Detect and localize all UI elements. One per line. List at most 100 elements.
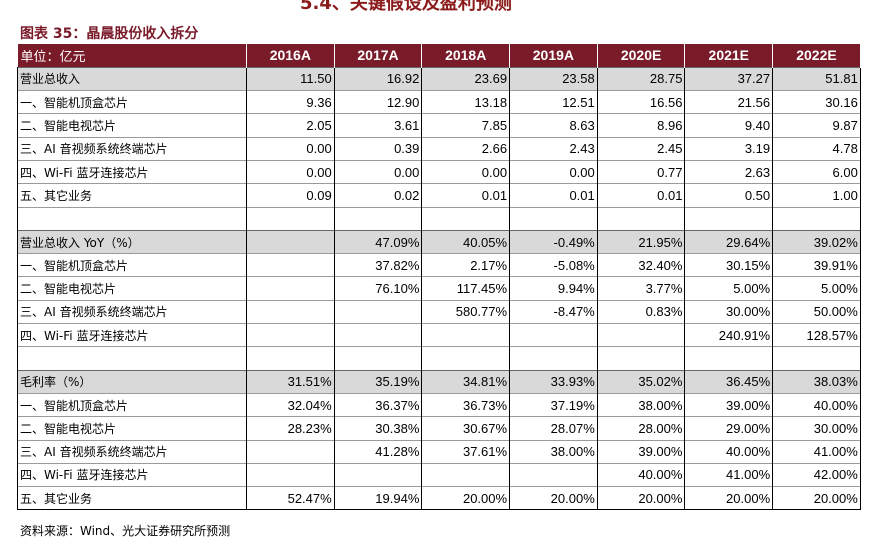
table-cell: 39.00% (684, 392, 773, 417)
table-cell: 41.00% (772, 439, 861, 464)
table-cell: 9.36 (246, 90, 335, 114)
table-cell: 9.40 (684, 113, 773, 138)
row-label: 四、Wi-Fi 蓝牙连接芯片 (17, 159, 247, 184)
table-cell (333, 299, 422, 324)
row-label: 营业总收入 (17, 66, 247, 91)
table-cell: 51.81 (772, 66, 861, 91)
table-cell: 23.69 (421, 66, 510, 91)
row-label: 一、智能机顶盒芯片 (17, 392, 247, 417)
table-cell: 0.01 (421, 183, 510, 208)
table-cell: 40.00% (772, 392, 861, 417)
table-cell: 12.51 (509, 90, 598, 114)
table-cell (246, 229, 335, 254)
table-cell: 40.05% (421, 229, 510, 254)
table-cell: 8.96 (596, 113, 685, 138)
unit-label: 单位：亿元 (17, 44, 247, 68)
table-cell: 0.00 (333, 159, 422, 184)
table-cell: 0.01 (509, 183, 598, 208)
table-cell: 37.61% (421, 439, 510, 464)
table-cell: 2.45 (596, 136, 685, 161)
table-cell: 35.19% (333, 369, 422, 394)
table-row: 四、Wi-Fi 蓝牙连接芯片 240.91% 128.57% (17, 323, 861, 347)
source-note: 资料来源：Wind、光大证券研究所预测 (20, 524, 231, 538)
table-cell: 23.58 (509, 66, 598, 91)
row-label: 一、智能机顶盒芯片 (17, 90, 247, 114)
table-cell: 19.94% (333, 486, 422, 511)
table-cell: 0.83% (596, 299, 685, 324)
table-cell (333, 346, 422, 371)
table-cell: -0.49% (509, 229, 598, 254)
spacer-row (17, 206, 861, 231)
table-cell (421, 206, 510, 231)
year-header: 2018A (421, 44, 511, 68)
section-row: 毛利率（%） 31.51% 35.19% 34.81% 33.93% 35.02% 36.4… (17, 369, 861, 394)
table-cell (509, 323, 598, 347)
table-cell: 38.03% (772, 369, 861, 394)
table-cell: 28.23% (246, 416, 335, 441)
row-label: 二、智能电视芯片 (17, 276, 247, 301)
row-label: 二、智能电视芯片 (17, 416, 247, 441)
table-cell: 8.63 (509, 113, 598, 138)
table-cell (684, 346, 773, 371)
table-cell: 39.00% (596, 439, 685, 464)
table-cell: 9.94% (509, 276, 598, 301)
table-cell: 3.77% (596, 276, 685, 301)
row-label: 五、其它业务 (17, 486, 247, 511)
table-cell (772, 346, 861, 371)
section-row: 营业总收入 YoY（%） 47.09% 40.05% -0.49% 21.95% 29.6… (17, 229, 861, 254)
year-header: 2017A (334, 44, 423, 68)
table-cell: 28.00% (596, 416, 685, 441)
table-cell: 0.39 (333, 136, 422, 161)
table-cell: 37.82% (333, 253, 422, 277)
table-cell: 21.95% (596, 229, 685, 254)
table-cell: 13.18 (421, 90, 510, 114)
table-cell: 12.90 (333, 90, 422, 114)
table-cell: 7.85 (421, 113, 510, 138)
row-label: 毛利率（%） (17, 369, 247, 394)
table-cell (246, 439, 335, 464)
table-cell: 40.00% (596, 462, 685, 487)
table-cell (509, 462, 598, 487)
table-row: 五、其它业务 52.47% 19.94% 20.00% 20.00% 20.00% 20.0… (17, 486, 861, 511)
table-row: 三、AI 音视频系统终端芯片 41.28% 37.61% 38.00% 39.00% 40… (17, 439, 861, 464)
table-cell: 40.00% (684, 439, 773, 464)
table-cell (509, 206, 598, 231)
table-cell: -8.47% (509, 299, 598, 324)
row-label: 四、Wi-Fi 蓝牙连接芯片 (17, 462, 247, 487)
table-cell: 34.81% (421, 369, 510, 394)
section-row: 营业总收入 11.50 16.92 23.69 23.58 28.75 37.27 51.81 (17, 66, 861, 91)
table-cell: 29.64% (684, 229, 773, 254)
table-cell: 29.00% (684, 416, 773, 441)
table-cell: 37.19% (509, 392, 598, 417)
row-label (17, 346, 247, 371)
table-cell: 3.19 (684, 136, 773, 161)
table-row: 三、AI 音视频系统终端芯片 0.00 0.39 2.66 2.43 2.45 3.19 4.… (17, 136, 861, 161)
row-label (17, 206, 247, 231)
table-cell: 30.38% (333, 416, 422, 441)
table-cell: 41.28% (333, 439, 422, 464)
table-cell: 30.00% (772, 416, 861, 441)
revenue-breakdown-table: 单位：亿元 2016A 2017A 2018A 2019A 2020E 2021… (17, 44, 861, 511)
row-label: 三、AI 音视频系统终端芯片 (17, 136, 247, 161)
row-label: 三、AI 音视频系统终端芯片 (17, 439, 247, 464)
table-cell: 0.00 (509, 159, 598, 184)
table-cell: 0.00 (421, 159, 510, 184)
table-cell: 28.75 (596, 66, 685, 91)
table-cell (333, 462, 422, 487)
section-heading: 5.4、关键假设及盈利预测 (300, 0, 512, 14)
table-cell (684, 206, 773, 231)
table-cell: 39.02% (772, 229, 861, 254)
table-cell: 35.02% (596, 369, 685, 394)
table-cell: 20.00% (421, 486, 510, 511)
year-header: 2022E (772, 44, 861, 68)
row-label: 营业总收入 YoY（%） (17, 229, 247, 254)
spacer-row (17, 346, 861, 371)
table-cell: 0.50 (684, 183, 773, 208)
table-cell: 20.00% (684, 486, 773, 511)
table-cell: 37.27 (684, 66, 773, 91)
table-cell: 117.45% (421, 276, 510, 301)
table-cell: 31.51% (246, 369, 335, 394)
table-cell: 11.50 (246, 66, 335, 91)
table-cell: 580.77% (421, 299, 510, 324)
table-cell: 2.43 (509, 136, 598, 161)
